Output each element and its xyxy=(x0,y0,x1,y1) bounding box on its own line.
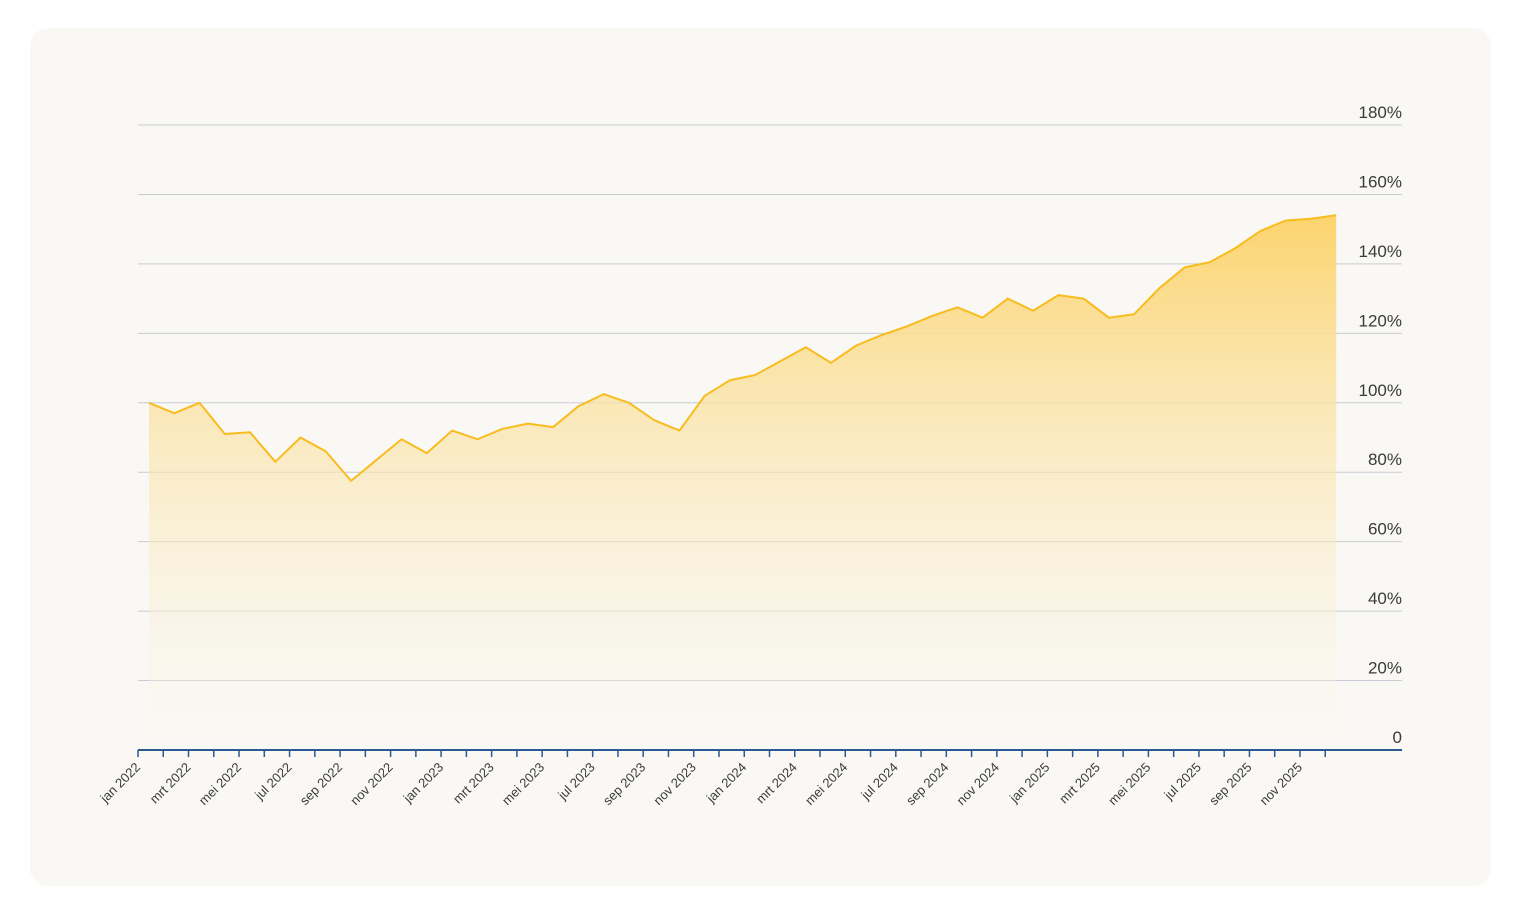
data-point xyxy=(830,362,832,364)
data-point xyxy=(1057,294,1059,296)
data-point xyxy=(1133,313,1135,315)
x-tick-label: jul 2022 xyxy=(251,760,295,804)
data-point xyxy=(1007,297,1009,299)
y-tick-label: 100% xyxy=(1359,381,1402,400)
x-axis-labels: jan 2022 mrt 2022 mei 2022 jul 2022 sep 2022… xyxy=(97,760,1306,808)
data-point xyxy=(148,402,150,404)
data-point xyxy=(1310,218,1312,220)
data-point xyxy=(325,450,327,452)
x-tick-label: mrt 2024 xyxy=(753,760,800,807)
x-tick-label: nov 2022 xyxy=(347,760,395,808)
data-point xyxy=(855,344,857,346)
x-tick-label: sep 2025 xyxy=(1206,760,1254,808)
x-tick-label: jan 2024 xyxy=(703,760,750,807)
x-tick-label: mei 2022 xyxy=(196,760,244,808)
data-point xyxy=(805,346,807,348)
x-tick-label: sep 2024 xyxy=(903,760,951,808)
data-point xyxy=(198,402,200,404)
y-tick-label: 140% xyxy=(1359,242,1402,261)
y-tick-label: 40% xyxy=(1368,589,1402,608)
data-point xyxy=(552,426,554,428)
data-point xyxy=(981,317,983,319)
x-tick-label: nov 2023 xyxy=(650,760,698,808)
y-tick-label: 160% xyxy=(1359,172,1402,191)
data-point xyxy=(274,461,276,463)
data-point xyxy=(931,315,933,317)
x-tick-label: nov 2024 xyxy=(954,760,1002,808)
x-tick-label: mei 2023 xyxy=(499,760,547,808)
x-tick-label: mrt 2025 xyxy=(1056,760,1103,807)
y-tick-label: 60% xyxy=(1368,520,1402,539)
data-point xyxy=(527,422,529,424)
area-layer xyxy=(148,214,1337,750)
data-point xyxy=(956,306,958,308)
data-point xyxy=(1183,266,1185,268)
x-tick-label: jan 2023 xyxy=(400,760,447,807)
data-point xyxy=(1082,297,1084,299)
y-tick-label: 180% xyxy=(1359,103,1402,122)
data-point xyxy=(880,334,882,336)
x-tick-label: jul 2024 xyxy=(857,760,901,804)
data-point xyxy=(350,480,352,482)
x-tick-label: jul 2023 xyxy=(554,760,598,804)
chart-card: 0 20% 40% 60% 80% 100% 120% 140% 160% 180% jan 20… xyxy=(30,28,1491,886)
data-point xyxy=(501,428,503,430)
x-tick-label: nov 2025 xyxy=(1257,760,1305,808)
data-point xyxy=(628,402,630,404)
series-line xyxy=(148,214,1337,482)
data-point xyxy=(678,429,680,431)
data-point xyxy=(1259,230,1261,232)
area-chart: 0 20% 40% 60% 80% 100% 120% 140% 160% 180% jan 20… xyxy=(97,103,1402,808)
data-point xyxy=(1234,247,1236,249)
data-point xyxy=(779,360,781,362)
data-point xyxy=(1285,219,1287,221)
data-point xyxy=(1158,287,1160,289)
y-tick-label: 120% xyxy=(1359,311,1402,330)
data-point xyxy=(906,325,908,327)
data-point xyxy=(1108,317,1110,319)
data-point xyxy=(375,459,377,461)
x-tick-label: mei 2025 xyxy=(1105,760,1153,808)
x-tick-label: sep 2022 xyxy=(297,760,345,808)
data-point xyxy=(754,374,756,376)
data-point xyxy=(476,438,478,440)
data-point xyxy=(653,419,655,421)
y-tick-label: 0 xyxy=(1393,728,1402,747)
x-axis xyxy=(137,749,1402,757)
x-tick-label: sep 2023 xyxy=(600,760,648,808)
x-tick-label: mrt 2023 xyxy=(450,760,497,807)
data-point xyxy=(173,412,175,414)
data-point xyxy=(299,436,301,438)
data-point xyxy=(577,405,579,407)
x-tick-label: mrt 2022 xyxy=(147,760,194,807)
data-point xyxy=(704,395,706,397)
data-point xyxy=(1032,310,1034,312)
data-point xyxy=(426,452,428,454)
data-point xyxy=(451,429,453,431)
x-tick-label: mei 2024 xyxy=(802,760,850,808)
y-axis-labels: 0 20% 40% 60% 80% 100% 120% 140% 160% 180% xyxy=(1359,103,1402,747)
x-tick-label: jan 2025 xyxy=(1006,760,1053,807)
data-point xyxy=(224,433,226,435)
y-tick-label: 20% xyxy=(1368,659,1402,678)
data-point xyxy=(602,393,604,395)
x-tick-label: jul 2025 xyxy=(1161,760,1205,804)
data-point xyxy=(729,379,731,381)
area-fill xyxy=(149,215,1337,750)
data-point xyxy=(1209,261,1211,263)
data-point xyxy=(400,438,402,440)
data-point xyxy=(249,431,251,433)
x-tick-label: jan 2022 xyxy=(97,760,144,807)
data-point xyxy=(1335,214,1337,216)
y-tick-label: 80% xyxy=(1368,450,1402,469)
